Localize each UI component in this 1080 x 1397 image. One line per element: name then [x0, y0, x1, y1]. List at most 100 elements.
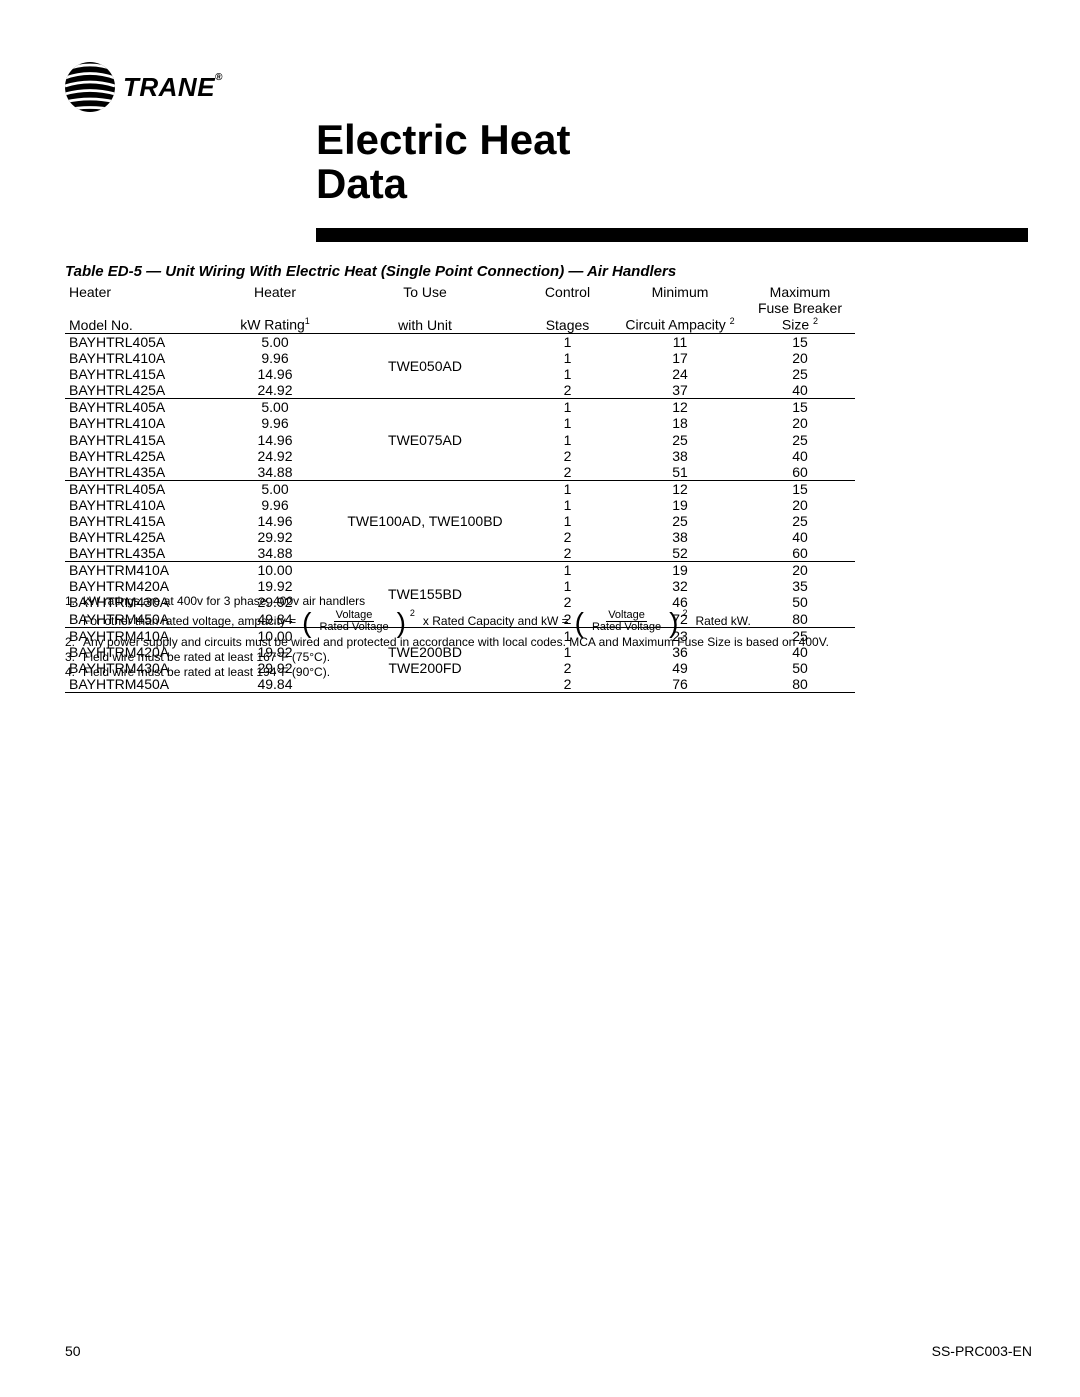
- th-model-a: Heater: [65, 284, 220, 300]
- table-row: BAYHTRL405A5.00TWE075AD11215: [65, 399, 855, 416]
- cell-fuse: 60: [745, 464, 855, 481]
- footnotes: 1.kW ratings are at 400v for 3 phase, 40…: [65, 594, 855, 680]
- cell-fuse: 20: [745, 415, 855, 431]
- cell-stages: 2: [520, 464, 615, 481]
- cell-stages: 1: [520, 497, 615, 513]
- cell-fuse: 15: [745, 399, 855, 416]
- footnote-4: 4.Field wire must be rated at least 194°…: [65, 665, 855, 680]
- cell-fuse: 25: [745, 366, 855, 382]
- cell-unit: TWE050AD: [330, 333, 520, 398]
- cell-fuse: 20: [745, 562, 855, 579]
- cell-stages: 2: [520, 382, 615, 399]
- cell-fuse: 60: [745, 545, 855, 562]
- cell-model: BAYHTRL405A: [65, 399, 220, 416]
- cell-stages: 1: [520, 562, 615, 579]
- cell-stages: 1: [520, 333, 615, 350]
- cell-mca: 25: [615, 513, 745, 529]
- brand-name: TRANE®: [123, 72, 223, 103]
- cell-fuse: 20: [745, 497, 855, 513]
- cell-stages: 1: [520, 366, 615, 382]
- cell-model: BAYHTRL415A: [65, 513, 220, 529]
- cell-fuse: 25: [745, 432, 855, 448]
- cell-stages: 1: [520, 513, 615, 529]
- cell-model: BAYHTRL415A: [65, 432, 220, 448]
- cell-stages: 1: [520, 415, 615, 431]
- cell-kw: 10.00: [220, 562, 330, 579]
- cell-mca: 25: [615, 432, 745, 448]
- cell-kw: 14.96: [220, 366, 330, 382]
- footnote-1: 1.kW ratings are at 400v for 3 phase, 40…: [65, 594, 855, 609]
- page-title: Electric Heat Data: [316, 118, 1080, 206]
- table-row: BAYHTRL405A5.00TWE050AD11115: [65, 333, 855, 350]
- cell-mca: 38: [615, 448, 745, 464]
- cell-mca: 32: [615, 578, 745, 594]
- cell-stages: 1: [520, 480, 615, 497]
- cell-kw: 5.00: [220, 399, 330, 416]
- cell-stages: 2: [520, 545, 615, 562]
- cell-unit: TWE100AD, TWE100BD: [330, 480, 520, 561]
- cell-mca: 51: [615, 464, 745, 481]
- document-id: SS-PRC003-EN: [932, 1343, 1032, 1359]
- cell-kw: 34.88: [220, 464, 330, 481]
- table-row: BAYHTRL405A5.00TWE100AD, TWE100BD11215: [65, 480, 855, 497]
- cell-model: BAYHTRL425A: [65, 382, 220, 399]
- cell-kw: 24.92: [220, 382, 330, 399]
- cell-model: BAYHTRL435A: [65, 545, 220, 562]
- cell-mca: 19: [615, 562, 745, 579]
- cell-fuse: 25: [745, 513, 855, 529]
- cell-mca: 24: [615, 366, 745, 382]
- page-number: 50: [65, 1343, 81, 1359]
- cell-fuse: 35: [745, 578, 855, 594]
- th-fuse-a: Maximum: [745, 284, 855, 300]
- cell-model: BAYHTRL435A: [65, 464, 220, 481]
- cell-stages: 1: [520, 399, 615, 416]
- cell-kw: 9.96: [220, 350, 330, 366]
- th-unit-b: with Unit: [330, 300, 520, 333]
- table-row: BAYHTRM410A10.00TWE155BD11920: [65, 562, 855, 579]
- cell-unit: TWE075AD: [330, 399, 520, 480]
- cell-stages: 2: [520, 448, 615, 464]
- cell-mca: 52: [615, 545, 745, 562]
- cell-kw: 9.96: [220, 497, 330, 513]
- cell-fuse: 40: [745, 529, 855, 545]
- th-stages-b: Stages: [520, 300, 615, 333]
- cell-mca: 12: [615, 480, 745, 497]
- footnote-3: 3.Field wire must be rated at least 167°…: [65, 650, 855, 665]
- cell-mca: 37: [615, 382, 745, 399]
- page: TRANE® Electric Heat Data Table ED-5 — U…: [0, 0, 1080, 1397]
- cell-kw: 14.96: [220, 432, 330, 448]
- cell-model: BAYHTRL415A: [65, 366, 220, 382]
- cell-mca: 19: [615, 497, 745, 513]
- cell-model: BAYHTRL405A: [65, 333, 220, 350]
- table-head: Heater Heater To Use Control Minimum Max…: [65, 284, 855, 333]
- cell-model: BAYHTRL410A: [65, 415, 220, 431]
- cell-model: BAYHTRM420A: [65, 578, 220, 594]
- title-rule: [316, 228, 1028, 242]
- cell-stages: 2: [520, 529, 615, 545]
- footnote-2: 2.Any power supply and circuits must be …: [65, 635, 855, 650]
- cell-kw: 9.96: [220, 415, 330, 431]
- th-unit-a: To Use: [330, 284, 520, 300]
- cell-fuse: 40: [745, 448, 855, 464]
- table-caption: Table ED-5 — Unit Wiring With Electric H…: [65, 263, 676, 280]
- cell-stages: 1: [520, 350, 615, 366]
- page-title-block: Electric Heat Data: [316, 118, 1080, 242]
- th-kw-b: kW Rating1: [220, 300, 330, 333]
- cell-fuse: 40: [745, 382, 855, 399]
- cell-model: BAYHTRL425A: [65, 448, 220, 464]
- cell-kw: 5.00: [220, 480, 330, 497]
- th-model-b: Model No.: [65, 300, 220, 333]
- th-fuse-b: Fuse Breaker Size 2: [745, 300, 855, 333]
- cell-kw: 14.96: [220, 513, 330, 529]
- th-stages-a: Control: [520, 284, 615, 300]
- cell-fuse: 20: [745, 350, 855, 366]
- cell-kw: 34.88: [220, 545, 330, 562]
- cell-mca: 17: [615, 350, 745, 366]
- cell-mca: 12: [615, 399, 745, 416]
- cell-kw: 5.00: [220, 333, 330, 350]
- th-mca-b: Circuit Ampacity 2: [615, 300, 745, 333]
- cell-kw: 29.92: [220, 529, 330, 545]
- cell-kw: 19.92: [220, 578, 330, 594]
- globe-icon: [65, 62, 115, 112]
- cell-kw: 24.92: [220, 448, 330, 464]
